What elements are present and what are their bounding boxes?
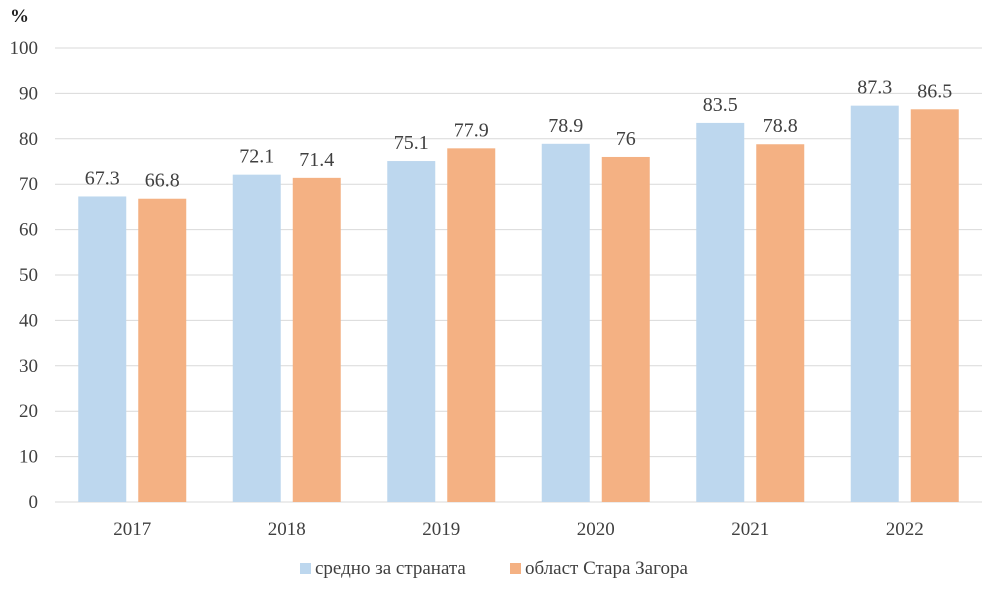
y-tick-label: 30 — [19, 356, 38, 377]
y-tick-label: 100 — [10, 38, 39, 59]
x-axis-ticks: 2017 2018 2019 2020 2021 2022 — [113, 519, 924, 540]
bar — [696, 122, 745, 502]
bar — [756, 144, 805, 503]
x-tick-label: 2022 — [886, 519, 924, 540]
y-tick-label: 0 — [29, 492, 39, 513]
y-tick-label: 40 — [19, 310, 38, 331]
bar — [292, 177, 341, 502]
gridlines — [55, 47, 982, 503]
bar — [78, 196, 127, 502]
legend-label: средно за страната — [315, 558, 466, 579]
legend-label: област Стара Загора — [525, 558, 688, 579]
y-tick-label: 80 — [19, 129, 38, 150]
bar — [850, 105, 899, 503]
x-tick-label: 2018 — [268, 519, 306, 540]
legend-swatch — [510, 563, 521, 574]
bar — [447, 148, 496, 503]
data-label: 75.1 — [394, 132, 429, 154]
data-label: 72.1 — [239, 146, 274, 168]
x-tick-label: 2020 — [577, 519, 615, 540]
x-tick-label: 2019 — [422, 519, 460, 540]
data-label: 78.8 — [763, 115, 798, 137]
data-labels: 67.3 66.8 72.1 71.4 75.1 77.9 78.9 76 83.5 78.8 87… — [85, 77, 953, 192]
data-label: 67.3 — [85, 167, 120, 189]
y-tick-label: 90 — [19, 83, 38, 104]
data-label: 66.8 — [145, 170, 180, 192]
y-tick-label: 50 — [19, 265, 38, 286]
y-tick-label: 10 — [19, 447, 38, 468]
bar — [232, 174, 281, 502]
bar — [601, 156, 650, 502]
legend-swatch — [300, 563, 311, 574]
bar — [910, 109, 959, 502]
data-label: 83.5 — [703, 94, 738, 116]
y-unit-label: % — [10, 6, 29, 27]
data-label: 78.9 — [548, 115, 583, 137]
bar — [387, 161, 436, 502]
x-tick-label: 2021 — [731, 519, 769, 540]
y-tick-label: 60 — [19, 220, 38, 241]
data-label: 86.5 — [917, 80, 952, 102]
data-label: 77.9 — [454, 119, 489, 141]
bars — [78, 105, 959, 503]
legend: средно за страната област Стара Загора — [300, 558, 688, 579]
y-tick-label: 70 — [19, 174, 38, 195]
bar — [541, 143, 590, 502]
bar — [138, 198, 187, 502]
y-tick-label: 20 — [19, 401, 38, 422]
x-tick-label: 2017 — [113, 519, 151, 540]
data-label: 71.4 — [299, 149, 334, 171]
data-label: 87.3 — [857, 77, 892, 99]
y-axis-ticks: 0 10 20 30 40 50 60 70 80 90 100 — [10, 38, 39, 513]
data-label: 76 — [616, 128, 636, 150]
